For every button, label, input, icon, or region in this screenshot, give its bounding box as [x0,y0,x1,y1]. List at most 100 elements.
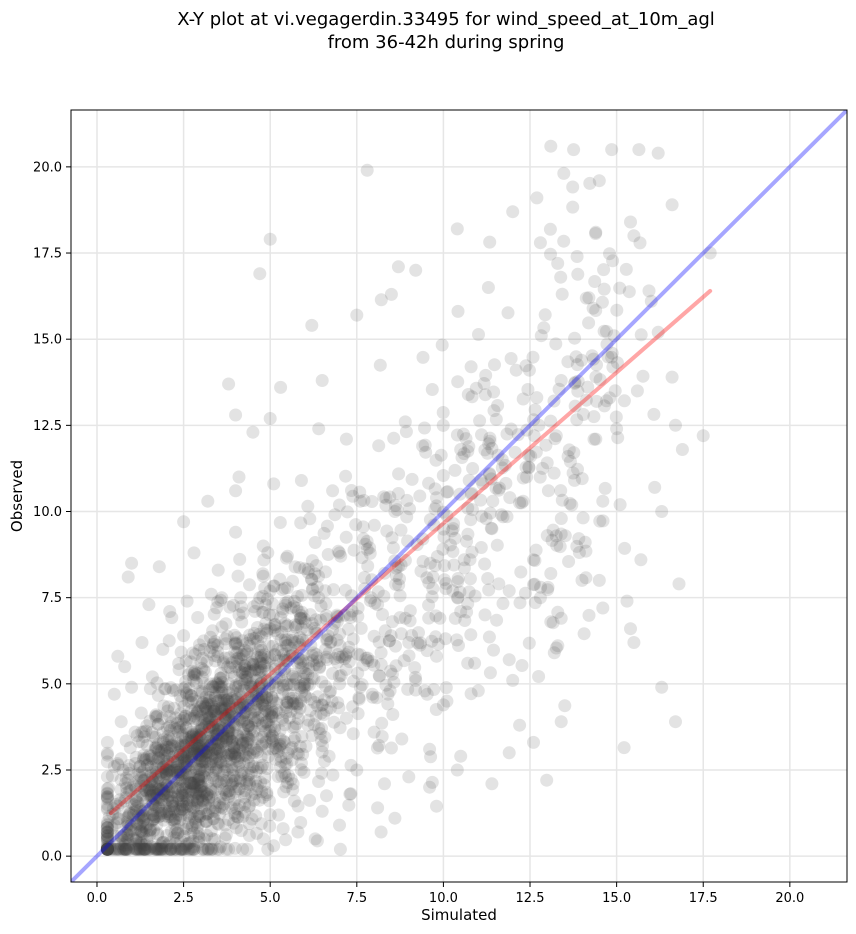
scatter-point [249,714,262,728]
scatter-point [185,842,199,856]
scatter-point [195,684,209,698]
scatter-point [177,842,191,856]
scatter-point [170,722,184,736]
scatter-point [188,665,202,679]
scatter-point [579,571,593,585]
scatter-point [428,482,442,496]
scatter-point [291,712,305,725]
scatter-point [178,709,192,723]
scatter-point [387,675,401,689]
scatter-point [221,722,235,736]
scatter-point [137,842,151,856]
scatter-point [453,487,467,501]
scatter-point [116,842,130,856]
scatter-point [473,414,487,428]
scatter-point [286,646,300,660]
scatter-point [150,741,164,755]
scatter-point [250,779,264,793]
scatter-point [190,739,204,753]
scatter-point [253,267,267,281]
scatter-point [174,834,188,848]
scatter-point [361,654,374,667]
scatter-point [253,640,267,654]
scatter-point [240,774,254,788]
scatter-point [275,769,289,783]
scatter-point [209,676,223,690]
scatter-point [163,732,176,746]
scatter-point [202,720,216,734]
scatter-point [425,775,439,789]
scatter-point [122,842,135,856]
scatter-point [246,658,260,672]
scatter-point [191,773,205,787]
scatter-point [156,642,170,656]
scatter-point [218,702,231,716]
scatter-point [196,702,210,716]
scatter-point [387,431,401,445]
scatter-point [173,842,187,856]
scatter-point [246,684,260,698]
scatter-point [176,682,190,696]
scatter-point [214,756,228,769]
scatter-point [464,687,478,701]
scatter-point [323,685,336,699]
scatter-point [193,831,206,845]
scatter-point [294,763,308,777]
scatter-point [232,743,246,757]
scatter-point [176,729,189,743]
scatter-point [292,747,305,761]
scatter-point [571,462,584,476]
scatter-point [228,841,242,855]
scatter-point [570,358,584,372]
scatter-point [197,786,211,800]
scatter-point [118,839,132,853]
scatter-point [485,777,499,791]
scatter-point [648,480,662,494]
scatter-point [202,716,216,730]
scatter-point [168,740,181,753]
scatter-point [483,666,497,680]
scatter-point [277,648,291,661]
scatter-point [244,702,258,716]
scatter-point [372,439,386,453]
scatter-point [199,815,213,829]
scatter-point [193,730,207,744]
scatter-point [107,829,121,843]
scatter-point [264,720,278,734]
scatter-point [330,608,344,622]
scatter-point [121,817,135,831]
scatter-point [273,739,287,753]
scatter-point [266,742,280,756]
scatter-point [352,692,366,706]
scatter-point [483,431,497,445]
scatter-point [228,637,242,651]
scatter-point [171,752,185,766]
scatter-point [129,802,143,816]
scatter-point [209,783,223,797]
scatter-point [326,667,340,680]
scatter-point [454,443,468,456]
scatter-point [533,470,547,484]
scatter-point [133,759,147,773]
scatter-point [133,760,147,774]
scatter-point [288,560,302,574]
scatter-point [150,842,164,856]
scatter-point [155,836,169,850]
scatter-point [154,806,168,820]
scatter-point [229,720,242,734]
scatter-point [225,747,239,761]
scatter-point [272,706,286,720]
scatter-point [149,767,163,781]
scatter-point [333,721,347,735]
scatter-point [196,722,210,736]
scatter-point [192,790,206,804]
scatter-point [600,324,613,338]
scatter-point [290,656,304,670]
scatter-point [585,349,599,363]
scatter-point [177,515,191,529]
scatter-point [303,704,317,717]
scatter-point [294,694,308,708]
scatter-point [100,833,114,846]
scatter-point [365,495,379,508]
scatter-point [229,681,243,694]
